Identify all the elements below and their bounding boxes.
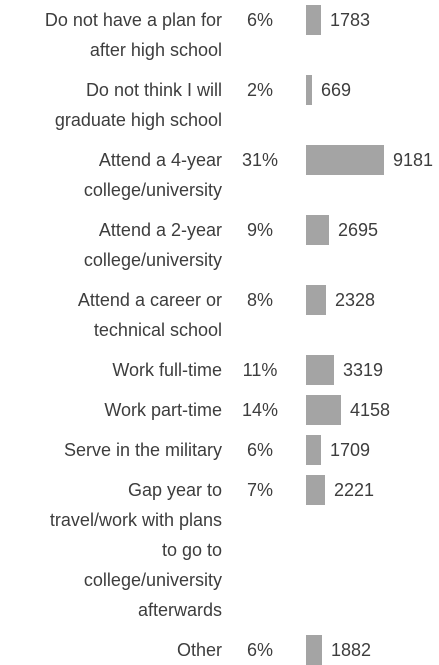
percent-label: 14% xyxy=(241,400,279,420)
category-label: Attend a 2-year college/university xyxy=(83,220,222,270)
category-label: Other xyxy=(176,640,222,660)
value-label: 2695 xyxy=(338,220,379,240)
bar xyxy=(306,395,341,425)
value-label: 9181 xyxy=(393,150,434,170)
bar xyxy=(306,635,322,665)
category-label: Do not have a plan for after high school xyxy=(44,10,222,60)
value-label: 1783 xyxy=(330,10,371,30)
percent-label: 6% xyxy=(246,640,273,660)
bar xyxy=(306,475,325,505)
percent-label: 31% xyxy=(241,150,279,170)
percent-label: 6% xyxy=(246,440,273,460)
value-label: 3319 xyxy=(343,360,384,380)
value-label: 4158 xyxy=(350,400,391,420)
category-label: Attend a career or technical school xyxy=(77,290,222,340)
value-label: 669 xyxy=(321,80,352,100)
percent-label: 11% xyxy=(242,360,278,380)
bar xyxy=(306,285,326,315)
value-label: 2328 xyxy=(335,290,376,310)
value-label: 1709 xyxy=(330,440,371,460)
percent-label: 7% xyxy=(246,480,273,500)
percent-label: 9% xyxy=(246,220,273,240)
bar xyxy=(306,215,329,245)
category-label: Do not think I will graduate high school xyxy=(54,80,222,130)
category-label: Work full-time xyxy=(112,360,222,380)
value-label: 2221 xyxy=(334,480,375,500)
bar xyxy=(306,435,321,465)
bar xyxy=(306,75,312,105)
bar xyxy=(306,145,384,175)
category-label: Work part-time xyxy=(104,400,222,420)
category-label: Attend a 4-year college/university xyxy=(83,150,222,200)
bar xyxy=(306,5,321,35)
percent-label: 8% xyxy=(246,290,273,310)
percent-label: 2% xyxy=(246,80,273,100)
bar xyxy=(306,355,334,385)
value-label: 1882 xyxy=(331,640,372,660)
category-label: Gap year to travel/work with plans to go t… xyxy=(49,480,222,620)
percent-label: 6% xyxy=(246,10,273,30)
category-label: Serve in the military xyxy=(63,440,222,460)
